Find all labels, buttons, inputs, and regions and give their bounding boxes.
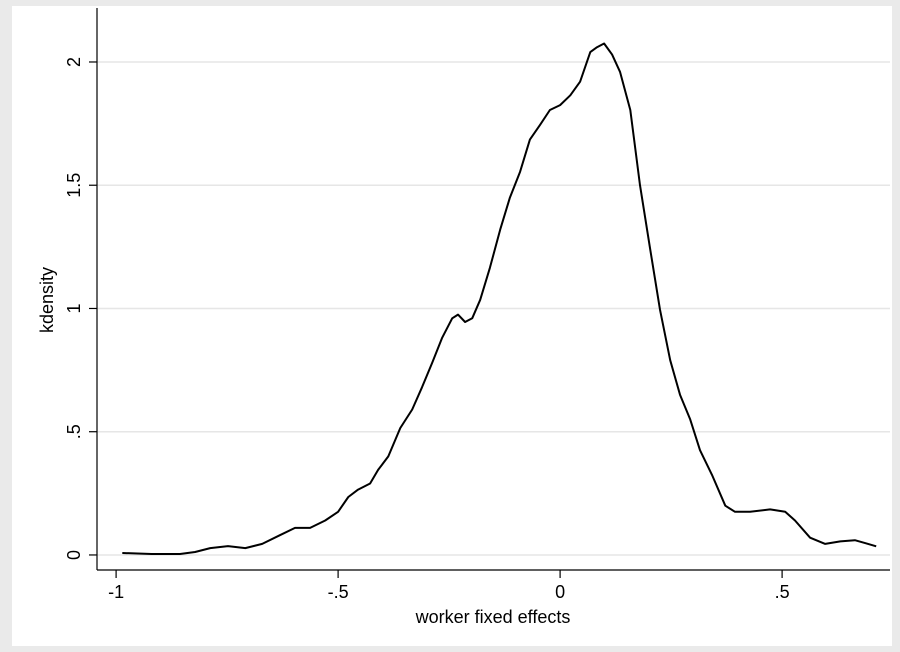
y-axis-title: kdensity: [37, 267, 57, 333]
y-tick-label: .5: [64, 424, 84, 439]
y-tick-label: 1: [64, 303, 84, 313]
y-tick-label: 1.5: [64, 173, 84, 198]
graph-region: [12, 6, 892, 646]
x-axis-title: worker fixed effects: [415, 607, 571, 627]
x-tick-label: -1: [108, 582, 124, 602]
density-line: [122, 42, 877, 555]
y-tick-label: 0: [64, 550, 84, 560]
x-tick-label: -.5: [328, 582, 349, 602]
x-tick-label: 0: [555, 582, 565, 602]
x-tick-label: .5: [775, 582, 790, 602]
y-tick-label: 2: [64, 57, 84, 67]
